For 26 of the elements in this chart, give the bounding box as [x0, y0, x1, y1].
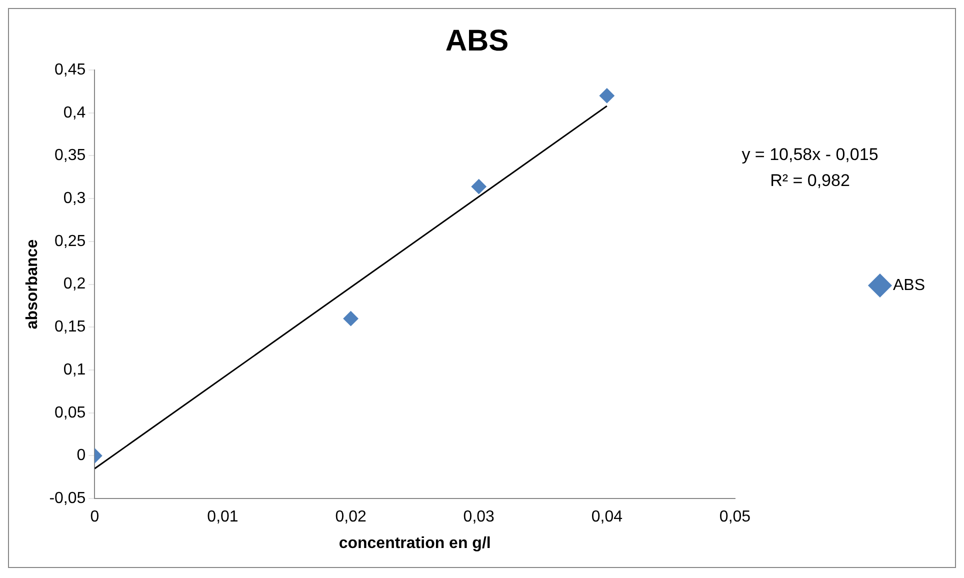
- y-tick-label: 0,4: [63, 104, 86, 122]
- y-tick-label: 0,2: [63, 276, 86, 293]
- y-tick-label: 0,45: [54, 61, 86, 78]
- point: [599, 88, 614, 104]
- y-tick-label: 0,15: [54, 318, 86, 336]
- point: [343, 311, 358, 326]
- x-tick-label: 0,04: [591, 508, 623, 526]
- x-tick-label: 0,01: [207, 508, 238, 526]
- y-axis-title: absorbance: [24, 239, 42, 330]
- y-tick-label: 0: [76, 447, 86, 464]
- chart-title: ABS: [445, 24, 509, 58]
- x-tick-label: 0,02: [335, 508, 366, 526]
- x-tick-label: 0,03: [463, 508, 495, 526]
- y-tick-label: 0,25: [54, 232, 86, 250]
- y-tick-label: -0,05: [49, 490, 86, 508]
- y-tick-label: 0,05: [54, 404, 86, 422]
- y-tick-label: 0,3: [63, 190, 86, 207]
- y-tick-label: 0,1: [63, 361, 86, 378]
- x-tick-label: 0,05: [719, 508, 751, 526]
- y-tick-label: 0,35: [54, 147, 86, 164]
- point: [471, 179, 486, 194]
- x-tick-label: 0: [90, 508, 100, 526]
- legend-label: ABS: [892, 276, 925, 294]
- x-axis-title: concentration en g/l: [338, 534, 491, 552]
- text: y = 10,58x - 0,015: [742, 145, 878, 164]
- text: R² = 0,982: [770, 171, 850, 190]
